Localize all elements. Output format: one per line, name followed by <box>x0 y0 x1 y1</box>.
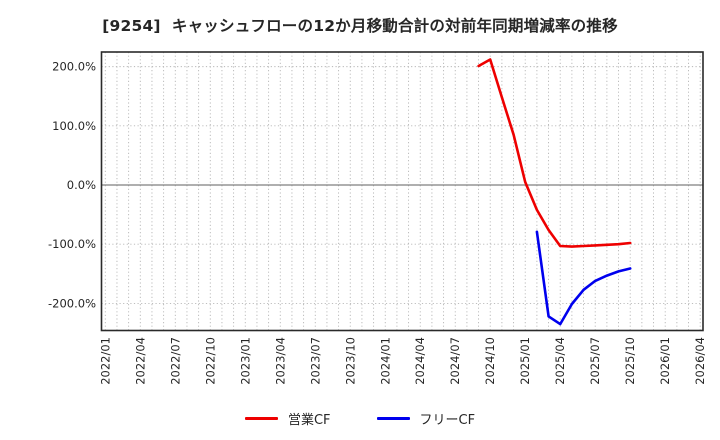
y-tick-label: -100.0% <box>48 237 96 251</box>
plot-border <box>100 51 704 332</box>
x-tick-label: 2024/01 <box>378 337 392 385</box>
legend-line-operating-cf-icon <box>244 417 278 420</box>
legend-label-free-cf: フリーCF <box>419 413 476 428</box>
y-tick-label: 100.0% <box>52 119 96 133</box>
chart-legend: 営業CF フリーCF <box>0 409 720 428</box>
x-tick-label: 2024/04 <box>413 337 427 385</box>
x-tick-label: 2022/04 <box>133 337 147 385</box>
chart-title: [9254] キャッシュフローの12か月移動合計の対前年同期増減率の推移 <box>102 17 618 35</box>
x-tick-label: 2024/07 <box>448 337 462 385</box>
x-tick-label: 2026/04 <box>693 337 707 385</box>
x-tick-label: 2025/10 <box>623 337 637 385</box>
x-tick-label: 2023/10 <box>343 337 357 385</box>
legend-item-operating-cf: 営業CF <box>244 409 331 428</box>
y-tick-label: 200.0% <box>52 60 96 74</box>
x-tick-label: 2026/01 <box>658 337 672 385</box>
series-line-operating-cf <box>477 58 632 248</box>
x-tick-label: 2023/01 <box>238 337 252 385</box>
x-tick-label: 2022/01 <box>98 337 112 385</box>
x-tick-label: 2022/07 <box>168 337 182 385</box>
legend-item-free-cf: フリーCF <box>376 409 476 428</box>
y-tick-label: 0.0% <box>67 178 96 192</box>
x-tick-label: 2024/10 <box>483 337 497 385</box>
legend-label-operating-cf: 営業CF <box>287 413 331 428</box>
y-tick-label: -200.0% <box>48 296 96 310</box>
x-tick-label: 2025/04 <box>553 337 567 385</box>
legend-line-free-cf-icon <box>376 417 410 420</box>
series-line-free-cf <box>535 230 632 326</box>
x-tick-label: 2023/04 <box>273 337 287 385</box>
x-tick-label: 2025/07 <box>588 337 602 385</box>
x-tick-label: 2023/07 <box>308 337 322 385</box>
x-tick-label: 2025/01 <box>518 337 532 385</box>
x-tick-label: 2022/10 <box>203 337 217 385</box>
